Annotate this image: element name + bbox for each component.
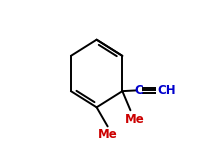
Text: Me: Me: [97, 128, 117, 141]
Text: Me: Me: [124, 113, 144, 126]
Text: CH: CH: [157, 84, 175, 97]
Text: C: C: [133, 84, 142, 97]
